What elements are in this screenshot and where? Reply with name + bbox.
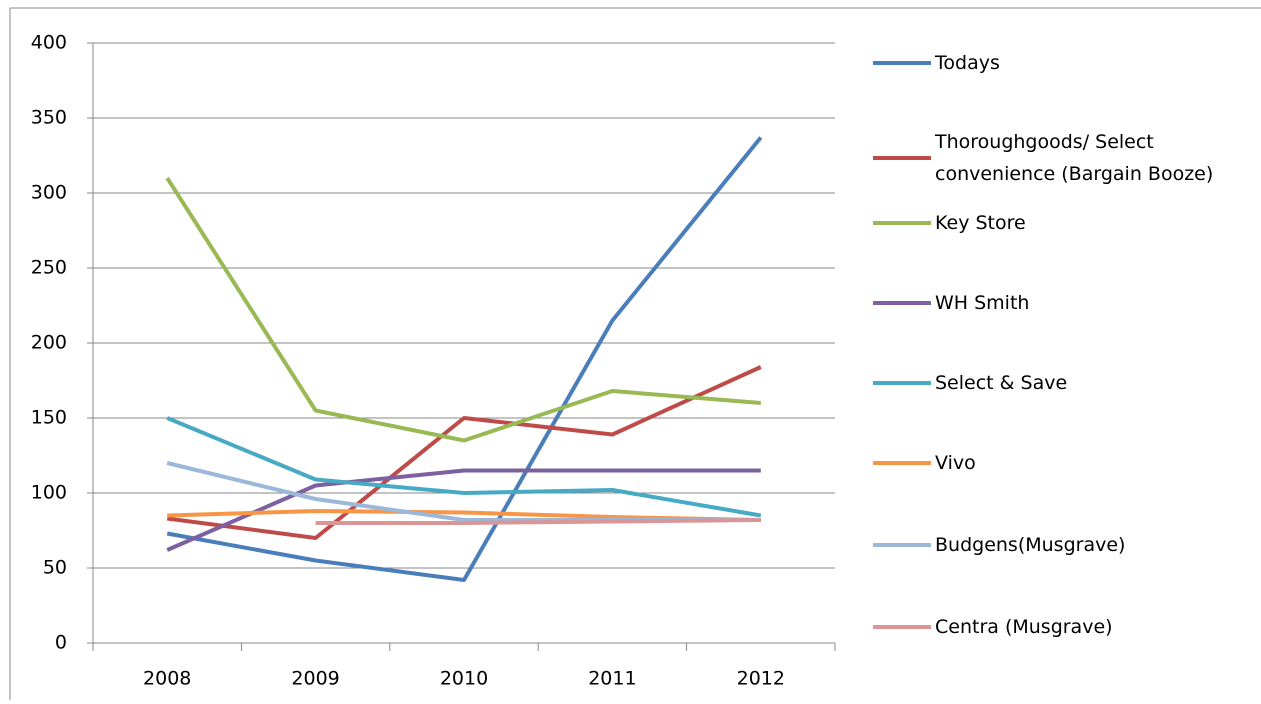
legend-swatch <box>873 156 931 160</box>
legend-item: WH Smith <box>873 287 1245 319</box>
legend-swatch <box>873 301 931 305</box>
legend-label: Vivo <box>935 452 976 474</box>
series-line <box>166 468 761 552</box>
legend-swatch <box>873 543 931 547</box>
series-line <box>166 365 762 540</box>
x-tick-label: 2011 <box>588 668 636 690</box>
x-tick-label: 2008 <box>143 668 191 690</box>
legend-label: Centra (Musgrave) <box>935 616 1113 638</box>
legend-swatch <box>873 461 931 465</box>
y-tick-label: 400 <box>31 32 67 54</box>
y-tick-label: 100 <box>31 482 67 504</box>
y-tick-label: 0 <box>55 632 67 654</box>
legend-item: Key Store <box>873 207 1245 239</box>
y-tick-label: 50 <box>43 557 67 579</box>
legend-item: Todays <box>873 47 1245 79</box>
x-tick-label: 2009 <box>291 668 339 690</box>
y-tick-label: 150 <box>31 407 67 429</box>
legend-label: Thoroughgoods/ Select convenience (Barga… <box>935 131 1214 185</box>
y-tick-label: 200 <box>31 332 67 354</box>
y-tick-label: 300 <box>31 182 67 204</box>
legend-label: Select & Save <box>935 372 1068 394</box>
legend-item: Thoroughgoods/ Select convenience (Barga… <box>873 126 1245 190</box>
series-line <box>166 416 762 518</box>
y-tick-label: 250 <box>31 257 67 279</box>
legend-item: Vivo <box>873 447 1245 479</box>
legend-label: Todays <box>935 52 1000 74</box>
legend-swatch <box>873 381 931 385</box>
legend-label: WH Smith <box>935 292 1030 314</box>
x-tick-label: 2012 <box>737 668 785 690</box>
x-tick-label: 2010 <box>440 668 488 690</box>
series-line <box>165 176 761 443</box>
legend-swatch <box>873 61 931 65</box>
legend-item: Select & Save <box>873 367 1245 399</box>
legend-label: Budgens(Musgrave) <box>935 534 1126 556</box>
legend-item: Centra (Musgrave) <box>873 611 1245 643</box>
legend-swatch <box>873 221 931 225</box>
legend-swatch <box>873 625 931 629</box>
series-line <box>315 518 761 525</box>
legend-label: Key Store <box>935 212 1026 234</box>
y-tick-label: 350 <box>31 107 67 129</box>
legend-item: Budgens(Musgrave) <box>873 529 1245 561</box>
series-line <box>166 136 763 582</box>
